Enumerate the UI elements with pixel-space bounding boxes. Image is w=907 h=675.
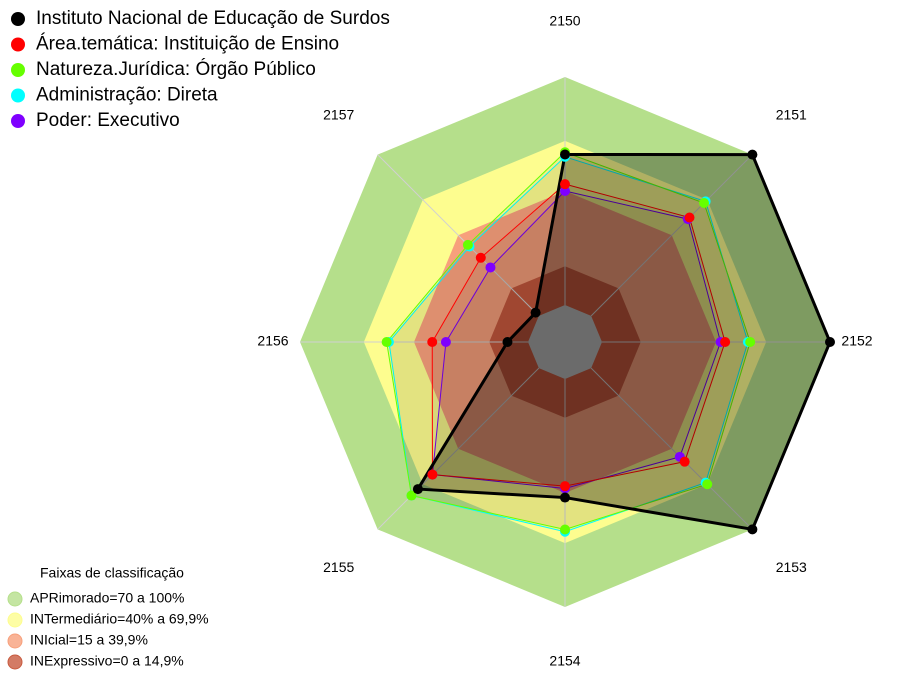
band-legend-marker — [7, 654, 23, 670]
point — [699, 197, 710, 208]
point — [720, 337, 731, 347]
bands-title: Faixas de classificação — [40, 565, 184, 581]
band-legend-label: INExpressivo=0 a 14,9% — [30, 653, 184, 669]
legend-marker — [11, 88, 25, 103]
spoke — [377, 367, 540, 530]
point — [406, 490, 417, 501]
axis-label: 2152 — [841, 333, 872, 349]
point — [702, 479, 713, 490]
axis-label: 2157 — [323, 106, 354, 122]
band-legend-marker — [7, 591, 23, 607]
point — [825, 337, 835, 347]
point — [381, 337, 392, 347]
point — [560, 481, 570, 492]
axis-label: 2155 — [323, 559, 354, 575]
center — [528, 305, 602, 379]
point — [502, 337, 513, 347]
point — [747, 524, 758, 535]
point — [412, 484, 423, 495]
legend-label: Poder: Executivo — [36, 110, 180, 131]
legend-marker — [11, 63, 25, 77]
point — [745, 337, 756, 347]
legend-label: Administração: Direta — [36, 85, 218, 106]
point — [560, 149, 570, 160]
legend-label: Natureza.Jurídica: Órgão Público — [36, 58, 316, 80]
spoke — [590, 367, 753, 530]
point — [560, 186, 570, 196]
legend-marker — [11, 114, 25, 128]
band-legend-marker — [7, 633, 23, 649]
legend-label: Área.temática: Instituição de Ensino — [36, 34, 339, 55]
axis-label: 2156 — [257, 333, 288, 349]
point — [679, 456, 690, 467]
point — [475, 252, 486, 263]
point — [560, 492, 570, 503]
legend-marker — [11, 12, 25, 26]
axis-label: 2153 — [776, 559, 807, 575]
point — [462, 239, 473, 250]
band-legend-label: INIcial=15 a 39,9% — [30, 632, 148, 648]
point — [560, 179, 570, 190]
band-legend-marker — [7, 612, 23, 628]
band-legend-label: APRimorado=70 a 100% — [30, 590, 185, 606]
point — [485, 262, 496, 273]
axis-label: 2150 — [549, 13, 580, 29]
legend-label: Instituto Nacional de Educação de Surdos — [36, 8, 390, 29]
point — [560, 524, 570, 535]
spoke — [377, 154, 540, 317]
axis-label: 2151 — [776, 106, 807, 122]
legend-marker — [11, 37, 25, 52]
point — [530, 307, 541, 318]
band-legend-label: INTermediário=40% a 69,9% — [30, 611, 209, 627]
axis-label: 2154 — [549, 653, 580, 669]
point — [427, 337, 438, 347]
point — [427, 469, 438, 480]
point — [684, 212, 695, 223]
point — [747, 149, 758, 160]
point — [440, 337, 451, 347]
spoke — [590, 154, 753, 317]
